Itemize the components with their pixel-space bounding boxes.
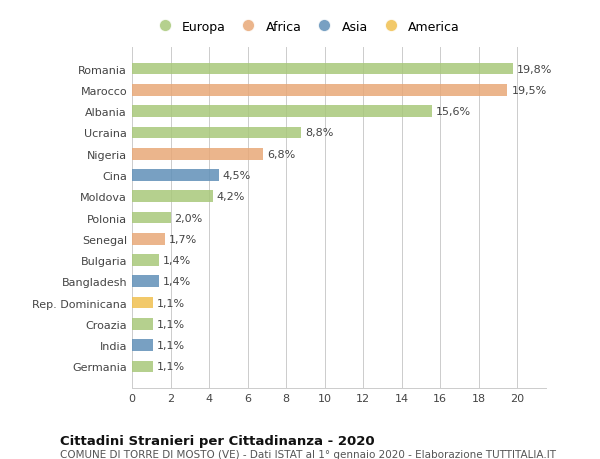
- Text: 1,1%: 1,1%: [157, 341, 185, 350]
- Bar: [132, 297, 153, 309]
- Text: 1,1%: 1,1%: [157, 319, 185, 329]
- Text: 1,1%: 1,1%: [157, 362, 185, 372]
- Bar: [132, 361, 153, 372]
- Bar: [132, 255, 159, 266]
- Text: 19,5%: 19,5%: [511, 86, 547, 95]
- Text: 8,8%: 8,8%: [305, 128, 334, 138]
- Bar: [132, 64, 513, 75]
- Bar: [132, 212, 170, 224]
- Text: 19,8%: 19,8%: [517, 64, 553, 74]
- Bar: [132, 276, 159, 287]
- Text: 4,2%: 4,2%: [217, 192, 245, 202]
- Text: 6,8%: 6,8%: [267, 149, 295, 159]
- Bar: [132, 234, 165, 245]
- Text: Cittadini Stranieri per Cittadinanza - 2020: Cittadini Stranieri per Cittadinanza - 2…: [60, 434, 374, 447]
- Text: 1,1%: 1,1%: [157, 298, 185, 308]
- Text: COMUNE DI TORRE DI MOSTO (VE) - Dati ISTAT al 1° gennaio 2020 - Elaborazione TUT: COMUNE DI TORRE DI MOSTO (VE) - Dati IST…: [60, 449, 556, 459]
- Bar: [132, 127, 301, 139]
- Text: 2,0%: 2,0%: [175, 213, 203, 223]
- Bar: [132, 340, 153, 351]
- Text: 1,4%: 1,4%: [163, 277, 191, 287]
- Bar: [132, 106, 433, 118]
- Text: 1,4%: 1,4%: [163, 256, 191, 265]
- Bar: [132, 191, 213, 202]
- Bar: [132, 170, 218, 181]
- Legend: Europa, Africa, Asia, America: Europa, Africa, Asia, America: [152, 21, 460, 34]
- Bar: [132, 318, 153, 330]
- Bar: [132, 85, 508, 96]
- Text: 1,7%: 1,7%: [169, 234, 197, 244]
- Text: 15,6%: 15,6%: [436, 107, 472, 117]
- Bar: [132, 149, 263, 160]
- Text: 4,5%: 4,5%: [223, 171, 251, 180]
